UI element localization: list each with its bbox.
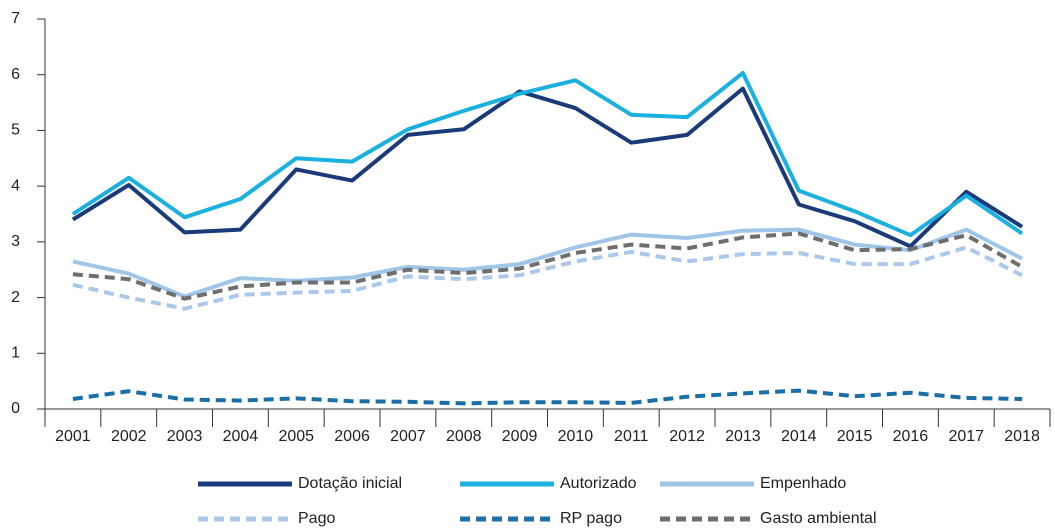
y-tick-label: 0 (11, 400, 20, 417)
y-tick-label: 7 (11, 10, 20, 27)
x-tick-label: 2003 (167, 428, 203, 445)
legend-label: Autorizado (560, 475, 637, 492)
x-tick-label: 2016 (893, 428, 929, 445)
series-line (71, 86, 1024, 249)
y-tick-label: 6 (11, 66, 20, 83)
series-line (72, 245, 1023, 311)
y-tick-label: 5 (11, 122, 20, 139)
legend-label: Dotação inicial (298, 475, 402, 492)
x-tick-label: 2005 (278, 428, 314, 445)
series-line (71, 71, 1024, 238)
series-line (72, 388, 1023, 406)
x-tick-label: 2008 (446, 428, 482, 445)
series-line (72, 227, 1024, 299)
x-tick-label: 2006 (334, 428, 370, 445)
series-line (72, 231, 1024, 301)
legend-label: Empenhado (760, 475, 846, 492)
legend-label: Gasto ambiental (760, 510, 877, 527)
x-tick-label: 2018 (1004, 428, 1040, 445)
x-tick-label: 2014 (781, 428, 817, 445)
y-tick-label: 1 (11, 345, 20, 362)
x-tick-label: 2009 (502, 428, 538, 445)
x-tick-label: 2001 (55, 428, 91, 445)
legend-label: Pago (298, 510, 335, 527)
x-tick-label: 2002 (111, 428, 147, 445)
x-tick-label: 2017 (948, 428, 984, 445)
legend-label: RP pago (560, 510, 622, 527)
y-tick-label: 4 (11, 177, 20, 194)
y-tick-label: 3 (11, 233, 20, 250)
x-tick-label: 2010 (558, 428, 594, 445)
x-tick-label: 2015 (837, 428, 873, 445)
x-tick-label: 2013 (725, 428, 761, 445)
x-tick-label: 2011 (614, 428, 649, 445)
x-tick-label: 2007 (390, 428, 426, 445)
x-tick-label: 2012 (669, 428, 705, 445)
y-tick-label: 2 (11, 289, 20, 306)
x-tick-label: 2004 (223, 428, 259, 445)
